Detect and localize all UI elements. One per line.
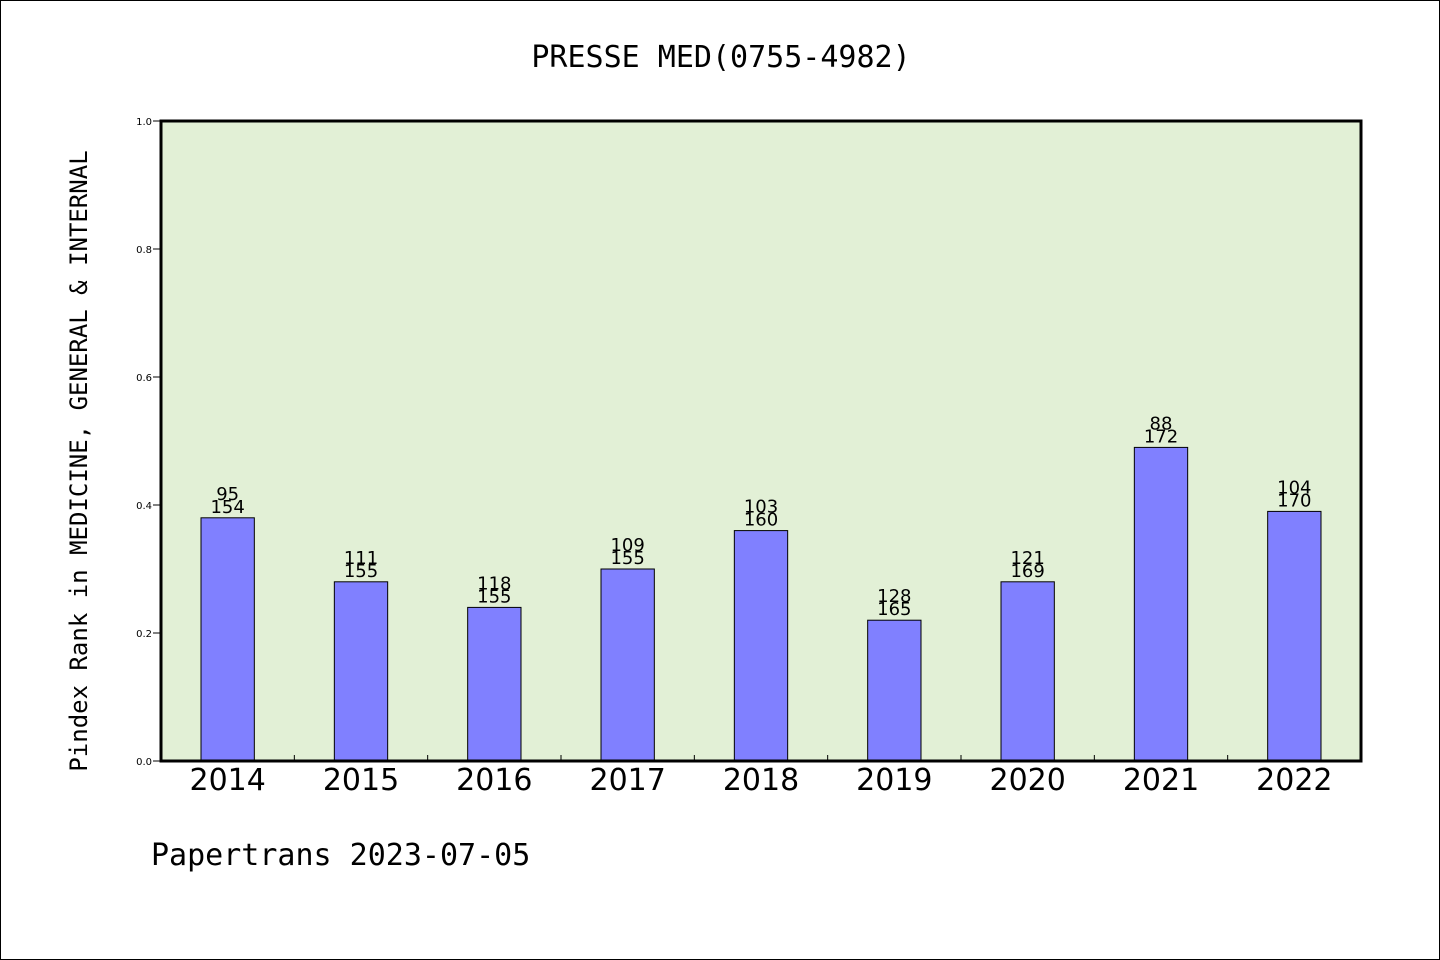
bar-rank-label-2021: 88 xyxy=(1150,413,1173,434)
y-tick-label-1.0: 1.0 xyxy=(136,117,152,128)
bar-2016 xyxy=(467,606,522,762)
x-tick-label-2020: 2020 xyxy=(989,763,1065,798)
bar-2018 xyxy=(733,530,789,762)
bar-total-label-2020: 169 xyxy=(1010,561,1044,582)
bar-total-label-2022: 170 xyxy=(1277,490,1311,511)
bar-rank-label-2017: 109 xyxy=(610,535,644,556)
bar-total-label-2016: 155 xyxy=(477,586,511,607)
bar-rank-label-2016: 118 xyxy=(477,573,511,594)
bar-rank-label-2014: 95 xyxy=(216,484,239,505)
y-tick-label-0.2: 0.2 xyxy=(136,629,152,640)
y-tick-label-0.6: 0.6 xyxy=(136,373,152,384)
y-tick-label-0.4: 0.4 xyxy=(136,501,152,512)
x-tick-label-2021: 2021 xyxy=(1123,763,1199,798)
bar-rank-label-2018: 103 xyxy=(744,497,778,518)
bar-2021 xyxy=(1133,446,1189,762)
y-axis: 0.0 0.2 0.4 0.6 0.8 1.0 xyxy=(136,117,161,768)
bar-total-label-2018: 160 xyxy=(744,510,778,531)
y-axis-label: Pindex Rank in MEDICINE, GENERAL & INTER… xyxy=(65,150,93,771)
bars-layer xyxy=(200,446,1322,762)
x-tick-label-2015: 2015 xyxy=(323,763,399,798)
bar-total-label-2015: 155 xyxy=(344,561,378,582)
plot-frame xyxy=(159,119,1363,763)
x-tick-label-2022: 2022 xyxy=(1256,763,1332,798)
bar-2017 xyxy=(600,568,655,762)
bar-rank-label-2015: 111 xyxy=(344,548,378,569)
bar-total-label-2019: 165 xyxy=(877,599,911,620)
bar-rank-label-2022: 104 xyxy=(1277,477,1311,498)
chart-title: PRESSE MED(0755-4982) xyxy=(531,40,910,75)
bar-2022 xyxy=(1267,510,1322,762)
bar-rank-label-2019: 128 xyxy=(877,586,911,607)
x-tick-label-2018: 2018 xyxy=(723,763,799,798)
bar-labels-layer: 9515411115511815510915510316012816512116… xyxy=(210,413,1311,620)
bar-rank-label-2020: 121 xyxy=(1010,548,1044,569)
bar-total-label-2017: 155 xyxy=(610,548,644,569)
x-tick-label-2014: 2014 xyxy=(189,763,265,798)
x-tick-label-2019: 2019 xyxy=(856,763,932,798)
x-tick-label-2016: 2016 xyxy=(456,763,532,798)
bar-2019 xyxy=(867,619,922,762)
bar-total-label-2014: 154 xyxy=(210,497,244,518)
bar-2015 xyxy=(333,581,389,762)
x-axis: 2014 2015 2016 2017 2018 2019 2020 2021 2022 xyxy=(189,755,1333,798)
bar-2020 xyxy=(1000,581,1055,762)
y-tick-label-0.8: 0.8 xyxy=(136,245,152,256)
y-tick-label-0.0: 0.0 xyxy=(136,757,152,768)
bar-2014 xyxy=(200,517,255,762)
x-tick-label-2017: 2017 xyxy=(589,763,665,798)
bar-total-label-2021: 172 xyxy=(1144,426,1178,447)
footer-credit: Papertrans 2023-07-05 xyxy=(151,838,530,873)
